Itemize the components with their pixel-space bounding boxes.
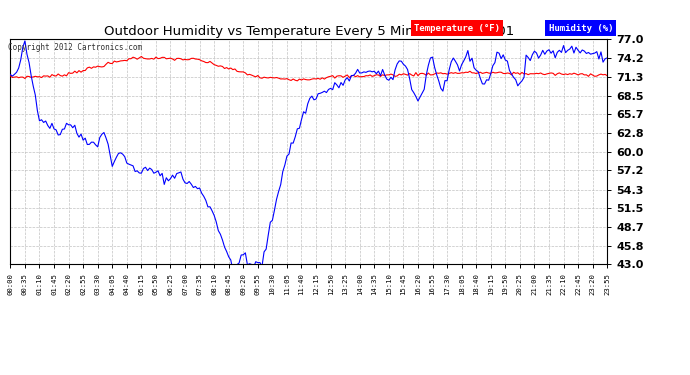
Title: Outdoor Humidity vs Temperature Every 5 Minutes 20120901: Outdoor Humidity vs Temperature Every 5 …: [104, 25, 514, 38]
Text: Copyright 2012 Cartronics.com: Copyright 2012 Cartronics.com: [8, 43, 142, 52]
Text: Temperature (°F): Temperature (°F): [414, 24, 500, 33]
Text: Humidity (%): Humidity (%): [549, 24, 613, 33]
